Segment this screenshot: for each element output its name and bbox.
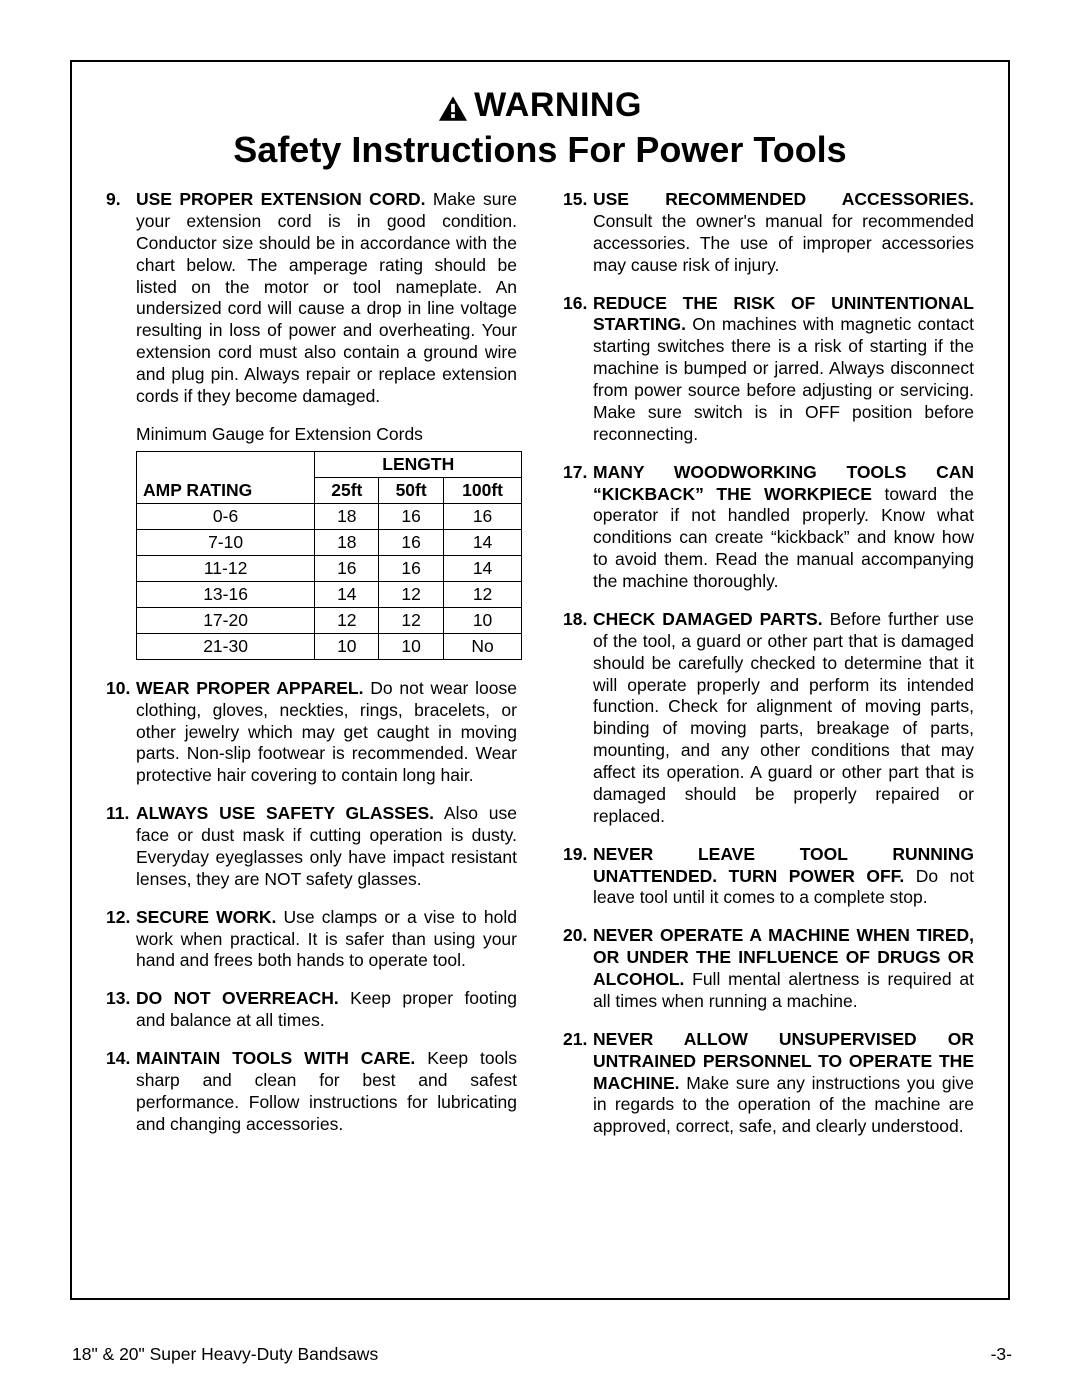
columns-wrapper: 9. USE PROPER EXTENSION CORD. Make sure y… <box>106 189 974 1154</box>
instruction-body: Before further use of the tool, a guard … <box>593 609 974 826</box>
table-row: AMP RATING LENGTH <box>137 451 522 477</box>
instruction-number: 11. <box>106 803 129 825</box>
instruction-item: 9. USE PROPER EXTENSION CORD. Make sure y… <box>106 189 517 408</box>
warning-line: WARNING <box>438 86 642 125</box>
amp-rating-cell: 0-6 <box>137 503 315 529</box>
table-row: 11-12161614 <box>137 555 522 581</box>
gauge-cell: 10 <box>379 633 443 659</box>
heading-block: WARNING Safety Instructions For Power To… <box>106 86 974 171</box>
instruction-number: 12. <box>106 907 130 929</box>
left-column: 9. USE PROPER EXTENSION CORD. Make sure y… <box>106 189 517 1154</box>
gauge-cell: 16 <box>443 503 522 529</box>
right-column: 15. USE RECOMMENDED ACCESSORIES. Consult … <box>563 189 974 1154</box>
instruction-title: MAINTAIN TOOLS WITH CARE. <box>136 1048 415 1068</box>
instruction-item: 19.NEVER LEAVE TOOL RUNNING UNATTENDED. … <box>563 844 974 910</box>
instruction-item: 17.MANY WOODWORKING TOOLS CAN “KICKBACK”… <box>563 462 974 593</box>
gauge-cell: No <box>443 633 522 659</box>
instruction-title: WEAR PROPER APPAREL. <box>136 678 363 698</box>
instruction-item: 18. CHECK DAMAGED PARTS. Before further u… <box>563 609 974 828</box>
instruction-list-right: 15. USE RECOMMENDED ACCESSORIES. Consult … <box>563 189 974 1138</box>
gauge-cell: 12 <box>379 607 443 633</box>
instruction-item: 20.NEVER OPERATE A MACHINE WHEN TIRED, O… <box>563 925 974 1013</box>
instruction-title: SECURE WORK. <box>136 907 276 927</box>
gauge-cell: 12 <box>379 581 443 607</box>
length-col-header: 100ft <box>443 477 522 503</box>
instruction-number: 16. <box>563 293 587 315</box>
instruction-number: 14. <box>106 1048 130 1070</box>
page-frame: WARNING Safety Instructions For Power To… <box>70 60 1010 1300</box>
instruction-item: 15. USE RECOMMENDED ACCESSORIES. Consult … <box>563 189 974 277</box>
gauge-cell: 16 <box>379 529 443 555</box>
instruction-title: USE PROPER EXTENSION CORD. <box>136 189 425 209</box>
instruction-number: 19. <box>563 844 587 866</box>
gauge-cell: 16 <box>315 555 379 581</box>
amp-rating-header: AMP RATING <box>137 451 315 503</box>
gauge-cell: 14 <box>443 555 522 581</box>
gauge-cell: 12 <box>315 607 379 633</box>
gauge-cell: 16 <box>379 555 443 581</box>
length-col-header: 50ft <box>379 477 443 503</box>
footer-page-number: -3- <box>991 1344 1012 1365</box>
instruction-title: ALWAYS USE SAFETY GLASSES. <box>136 803 434 823</box>
instruction-item: 13.DO NOT OVERREACH. Keep proper footing… <box>106 988 517 1032</box>
amp-rating-cell: 7-10 <box>137 529 315 555</box>
gauge-cell: 10 <box>443 607 522 633</box>
instruction-item: 16.REDUCE THE RISK OF UNINTENTIONAL STAR… <box>563 293 974 446</box>
table-caption: Minimum Gauge for Extension Cords <box>106 424 517 445</box>
instruction-title: USE RECOMMENDED ACCESSORIES. <box>593 189 974 209</box>
gauge-cell: 18 <box>315 503 379 529</box>
instruction-number: 9. <box>106 189 121 211</box>
instruction-list-left-bottom: 10.WEAR PROPER APPAREL. Do not wear loos… <box>106 678 517 1136</box>
table-row: 7-10181614 <box>137 529 522 555</box>
instruction-number: 21. <box>563 1029 587 1051</box>
gauge-cell: 12 <box>443 581 522 607</box>
gauge-cell: 18 <box>315 529 379 555</box>
instruction-item: 14.MAINTAIN TOOLS WITH CARE. Keep tools … <box>106 1048 517 1136</box>
instruction-number: 17. <box>563 462 587 484</box>
instruction-number: 18. <box>563 609 587 631</box>
gauge-cell: 10 <box>315 633 379 659</box>
instruction-body: Make sure your extension cord is in good… <box>136 189 517 406</box>
table-row: 17-20121210 <box>137 607 522 633</box>
instruction-title: DO NOT OVERREACH. <box>136 988 339 1008</box>
extension-cord-gauge-table: AMP RATING LENGTH 25ft 50ft 100ft 0-6181… <box>136 451 522 660</box>
instruction-body: Consult the owner's manual for recommend… <box>593 211 974 275</box>
amp-rating-cell: 11-12 <box>137 555 315 581</box>
amp-rating-cell: 13-16 <box>137 581 315 607</box>
instruction-number: 15. <box>563 189 587 211</box>
instruction-title: CHECK DAMAGED PARTS. <box>593 609 823 629</box>
instruction-number: 13. <box>106 988 130 1010</box>
subtitle-text: Safety Instructions For Power Tools <box>106 129 974 171</box>
gauge-cell: 16 <box>379 503 443 529</box>
page-footer: 18" & 20" Super Heavy-Duty Bandsaws -3- <box>72 1344 1012 1365</box>
gauge-cell: 14 <box>315 581 379 607</box>
table-row: 0-6181616 <box>137 503 522 529</box>
table-row: 21-301010No <box>137 633 522 659</box>
amp-rating-cell: 21-30 <box>137 633 315 659</box>
instruction-item: 12.SECURE WORK. Use clamps or a vise to … <box>106 907 517 973</box>
length-header: LENGTH <box>315 451 522 477</box>
warning-text: WARNING <box>474 86 642 125</box>
footer-left-text: 18" & 20" Super Heavy-Duty Bandsaws <box>72 1344 378 1365</box>
instruction-item: 11.ALWAYS USE SAFETY GLASSES. Also use f… <box>106 803 517 891</box>
instruction-number: 10. <box>106 678 130 700</box>
instruction-item: 10.WEAR PROPER APPAREL. Do not wear loos… <box>106 678 517 787</box>
length-col-header: 25ft <box>315 477 379 503</box>
table-row: 13-16141212 <box>137 581 522 607</box>
instruction-number: 20. <box>563 925 587 947</box>
amp-rating-cell: 17-20 <box>137 607 315 633</box>
instruction-item: 21.NEVER ALLOW UNSUPERVISED OR UNTRAINED… <box>563 1029 974 1138</box>
gauge-cell: 14 <box>443 529 522 555</box>
warning-triangle-icon <box>438 92 468 119</box>
instruction-list-left-top: 9. USE PROPER EXTENSION CORD. Make sure y… <box>106 189 517 408</box>
